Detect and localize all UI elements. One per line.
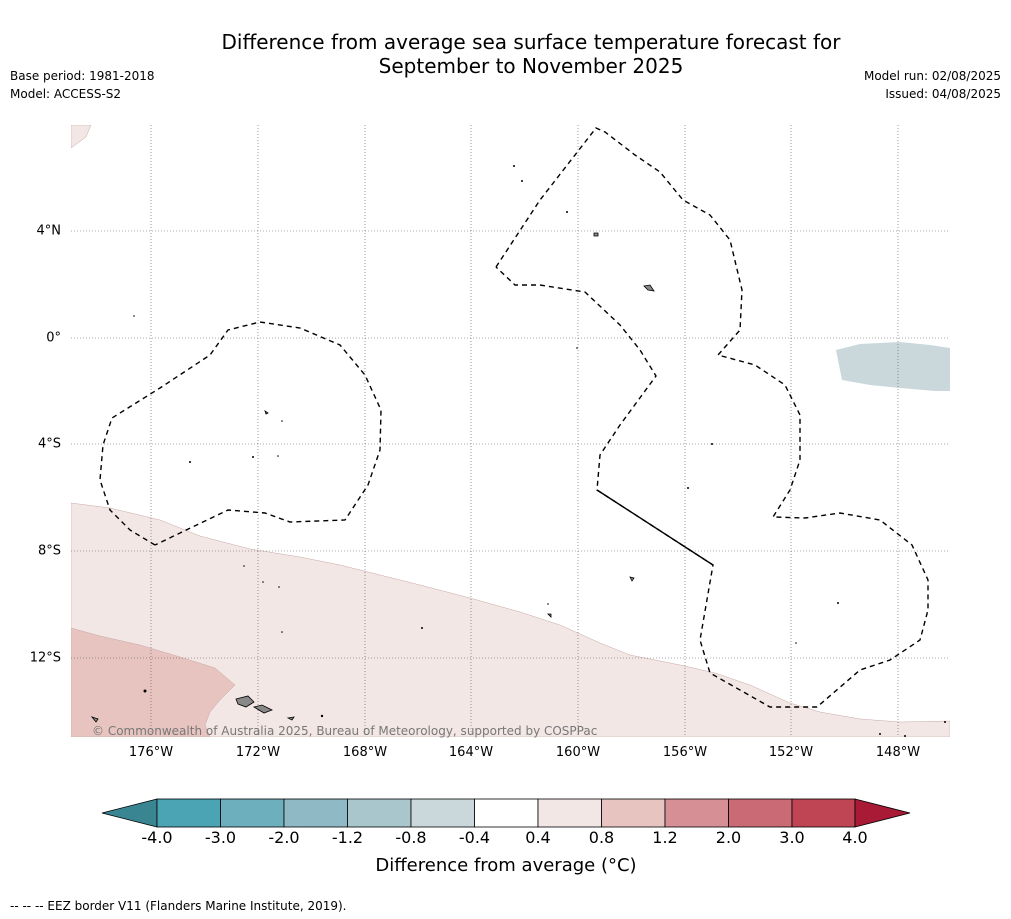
colorbar-bin-5 (410, 798, 475, 828)
island-small-d (286, 716, 295, 721)
colorbar-tick: 0.8 (588, 828, 615, 847)
samoa-island (235, 695, 255, 708)
eez-footnote: -- -- -- EEZ border V11 (Flanders Marine… (10, 899, 347, 913)
colorbar-tick: 2.0 (715, 828, 742, 847)
title-line-2: September to November 2025 (378, 54, 684, 78)
gridlines (71, 125, 950, 737)
eez-border-west (99, 321, 382, 546)
colorbar-bin-4 (347, 798, 412, 828)
island-small-g (264, 410, 269, 415)
x-label: 172°W (235, 745, 281, 760)
colorbar-label: Difference from average (°C) (375, 855, 637, 876)
colorbar-tick: 1.2 (652, 828, 678, 847)
base-period: Base period: 1981-2018 (10, 69, 155, 83)
x-label: 160°W (555, 745, 601, 760)
anomaly-region-0.8-1.2 (71, 627, 236, 737)
colorbar-bin-11 (791, 798, 856, 828)
colorbar-tick: 3.0 (779, 828, 805, 847)
copyright-notice: © Commonwealth of Australia 2025, Bureau… (92, 724, 598, 738)
y-label: 4°N (36, 223, 62, 239)
colorbar (101, 798, 911, 828)
colorbar-tick: -0.4 (458, 828, 491, 847)
colorbar-bin-9 (664, 798, 729, 828)
colorbar-bin-3 (283, 798, 348, 828)
x-label: 156°W (662, 745, 708, 760)
colorbar-tick: 0.4 (525, 828, 551, 847)
y-label: 8°S (37, 543, 61, 559)
title-line-1: Difference from average sea surface temp… (221, 30, 841, 54)
anomaly-region-cool (836, 342, 950, 391)
issued-date: Issued: 04/08/2025 (885, 87, 1001, 101)
meta-left: Base period: 1981-2018 Model: ACCESS-S2 (10, 67, 155, 103)
colorbar-bin-1 (156, 798, 221, 828)
island-small-e (547, 613, 552, 618)
colorbar-tick: -1.2 (331, 828, 364, 847)
y-label: 0° (46, 330, 61, 346)
meta-right: Model run: 02/08/2025 Issued: 04/08/2025 (864, 67, 1001, 103)
y-label: 4°S (37, 436, 61, 452)
island-dots (133, 165, 946, 737)
model-run: Model run: 02/08/2025 (863, 69, 1001, 83)
anomaly-region-top-left (71, 125, 92, 149)
eez-border-solid (596, 489, 714, 566)
eez-border-north (495, 127, 929, 708)
colorbar-bin-8 (601, 798, 666, 828)
colorbar-tick: -3.0 (204, 828, 237, 847)
eez-borders (99, 127, 929, 708)
x-label: 152°W (768, 745, 814, 760)
colorbar-bin-7 (537, 798, 602, 828)
colorbar-bin-10 (728, 798, 793, 828)
map-title: Difference from average sea surface temp… (0, 30, 1011, 78)
island-small-f (629, 576, 635, 582)
x-label: 164°W (448, 745, 494, 760)
colorbar-tick: -0.8 (395, 828, 427, 847)
islands (90, 232, 655, 723)
x-label: 176°W (128, 745, 174, 760)
colorbar-tick: -4.0 (141, 828, 173, 847)
x-label: 148°W (875, 745, 921, 760)
colorbar-bin-6 (474, 798, 539, 828)
colorbar-tick: -2.0 (268, 828, 300, 847)
colorbar-tick: 4.0 (842, 828, 868, 847)
colorbar-low-extend (101, 798, 158, 828)
island-small-b (593, 232, 599, 237)
colorbar-high-extend (854, 798, 911, 828)
colorbar-bin-2 (220, 798, 285, 828)
map-plot-area (71, 125, 950, 737)
model-name: Model: ACCESS-S2 (10, 87, 122, 101)
anomaly-region-0.4-0.8 (71, 502, 950, 737)
island-small-a (643, 284, 655, 292)
samoa-island-2 (252, 704, 273, 714)
island-small-c (90, 716, 99, 723)
y-label: 12°S (29, 650, 61, 666)
x-label: 168°W (342, 745, 388, 760)
